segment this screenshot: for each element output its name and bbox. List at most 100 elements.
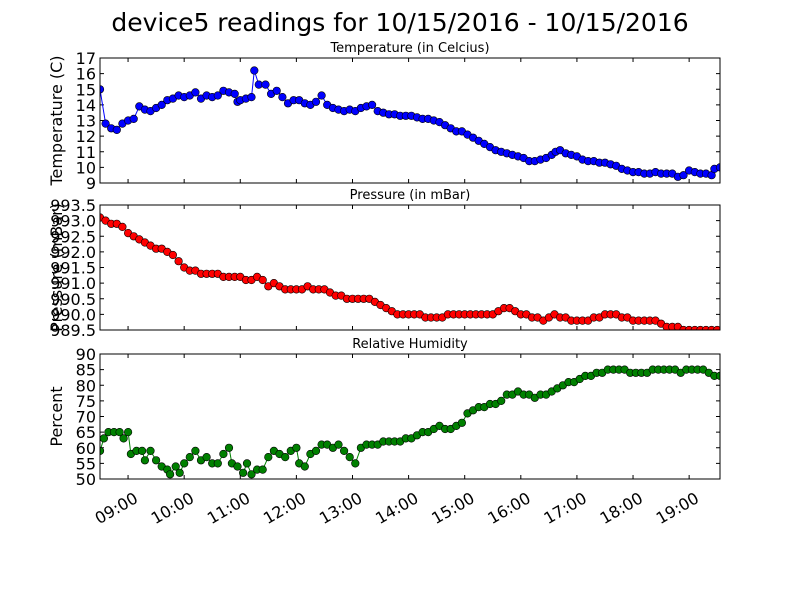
panel-1: Pressure (in mBar)Pressure (mBar)989.599… — [47, 188, 721, 340]
data-point — [368, 100, 377, 109]
data-point — [242, 459, 252, 468]
y-axis-label: Percent — [47, 386, 66, 446]
data-point — [230, 89, 239, 98]
data-point — [112, 125, 121, 134]
data-point — [191, 446, 200, 456]
y-tick-label: 990.0 — [50, 305, 96, 324]
data-point — [124, 428, 133, 437]
data-point — [334, 440, 343, 449]
data-point — [715, 371, 720, 380]
data-point — [292, 443, 301, 452]
plot-frame — [99, 353, 721, 480]
data-point — [180, 459, 189, 468]
panel-2: Relative Humidity Percent 5055606570758085… — [47, 337, 721, 489]
series-2 — [100, 365, 720, 479]
y-tick-label: 14 — [76, 96, 96, 115]
x-tick-label: 18:00 — [597, 488, 646, 528]
data-point — [258, 465, 267, 474]
y-tick-label: 990.5 — [50, 290, 96, 309]
y-tick-label: 12 — [76, 127, 96, 146]
data-point — [115, 428, 124, 437]
y-tick-label: 16 — [76, 65, 96, 84]
y-tick-label: 9 — [86, 174, 96, 193]
data-point — [185, 453, 194, 462]
x-tick-label: 10:00 — [148, 488, 197, 528]
y-tick-label: 993.5 — [50, 196, 96, 215]
data-point — [719, 166, 720, 169]
data-point — [258, 275, 267, 285]
data-point — [278, 92, 287, 102]
panel-title: Relative Humidity — [352, 337, 468, 352]
y-tick-label: 75 — [76, 392, 96, 411]
y-tick-label: 10 — [76, 158, 96, 177]
data-point — [281, 453, 290, 462]
data-point — [119, 434, 128, 443]
x-tick-label: 11:00 — [204, 488, 253, 528]
y-tick-label: 50 — [76, 470, 96, 489]
y-tick-label: 80 — [76, 376, 96, 395]
data-point — [719, 328, 720, 330]
series-line — [100, 70, 720, 178]
y-tick-label: 989.5 — [50, 321, 96, 340]
data-point — [239, 468, 248, 477]
chart-suptitle: device5 readings for 10/15/2016 - 10/15/… — [111, 8, 688, 37]
panel-0: Temperature (in Celcius) Temperature (C) 9… — [47, 41, 721, 193]
data-point — [138, 446, 147, 456]
data-point — [224, 443, 234, 452]
data-point — [157, 100, 166, 109]
x-tick-label: 12:00 — [260, 488, 309, 528]
y-tick-label: 992.0 — [50, 243, 96, 262]
data-point — [174, 257, 183, 266]
data-point — [191, 88, 200, 97]
y-tick-label: 11 — [76, 143, 96, 162]
x-tick-label: 19:00 — [653, 488, 702, 528]
data-point — [219, 449, 228, 459]
data-point — [715, 163, 720, 172]
data-point — [340, 446, 349, 456]
x-tick-label: 16:00 — [484, 488, 533, 528]
data-point — [345, 453, 354, 462]
data-point — [100, 446, 105, 455]
data-point — [272, 86, 281, 95]
y-tick-label: 60 — [76, 439, 96, 458]
data-point — [457, 418, 467, 427]
data-point — [202, 453, 211, 462]
data-point — [213, 459, 222, 468]
y-tick-label: 90 — [76, 345, 96, 364]
data-point — [152, 456, 161, 465]
data-point — [140, 456, 149, 465]
y-tick-label: 991.5 — [50, 259, 96, 278]
y-tick-label: 70 — [76, 408, 96, 427]
panel-title: Pressure (in mBar) — [350, 188, 471, 203]
data-point — [166, 470, 175, 479]
y-tick-label: 992.5 — [50, 227, 96, 246]
data-point — [101, 119, 110, 128]
panels: Temperature (in Celcius) Temperature (C) 9… — [47, 41, 721, 489]
data-point — [311, 97, 321, 106]
series-1 — [100, 213, 720, 330]
data-point — [247, 92, 256, 102]
data-point — [171, 462, 180, 471]
y-tick-label: 65 — [76, 423, 96, 442]
plot-frame — [99, 57, 721, 184]
y-tick-label: 17 — [76, 49, 96, 68]
data-point — [129, 114, 138, 123]
data-point — [351, 459, 360, 468]
data-point — [713, 325, 720, 330]
series-0 — [100, 66, 720, 181]
data-point — [118, 222, 127, 231]
x-tick-label: 13:00 — [316, 488, 365, 528]
data-point — [250, 66, 259, 75]
y-tick-label: 993.0 — [50, 212, 96, 231]
x-tick-label: 17:00 — [540, 488, 589, 528]
data-point — [317, 91, 326, 100]
data-point — [175, 468, 184, 477]
y-tick-label: 55 — [76, 454, 96, 473]
data-point — [247, 470, 256, 479]
x-tick-label: 14:00 — [372, 488, 421, 528]
plot-frame — [99, 204, 721, 331]
y-axis-label: Temperature (C) — [47, 55, 66, 186]
data-point — [261, 80, 270, 89]
data-point — [100, 85, 105, 94]
